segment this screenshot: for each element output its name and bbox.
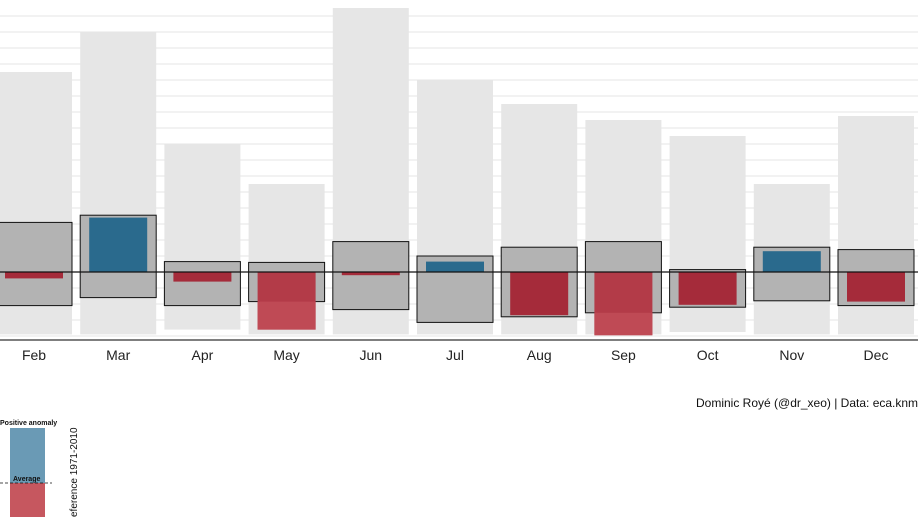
anomaly-bar	[510, 272, 569, 316]
x-tick-label: May	[273, 347, 299, 363]
legend: Positive anomaly Average eference 1971-2…	[0, 420, 80, 517]
anomaly-bar-exceedance	[257, 301, 316, 330]
anomaly-bar	[678, 272, 737, 305]
x-tick-label: Sep	[611, 347, 636, 363]
anomaly-bar	[426, 261, 484, 272]
x-tick-label: Feb	[22, 347, 46, 363]
anomaly-bar	[5, 272, 63, 279]
anomaly-bar	[173, 272, 232, 282]
anomaly-bar	[762, 251, 821, 272]
percentile-box	[163, 261, 241, 307]
x-tick-label: Apr	[192, 347, 214, 363]
legend-average-label: Average	[13, 476, 40, 483]
legend-reference-label: eference 1971-2010	[69, 427, 80, 517]
legend-positive-label: Positive anomaly	[0, 420, 57, 427]
x-tick-label: Dec	[864, 347, 889, 363]
anomaly-bar	[89, 217, 148, 272]
anomaly-bar	[341, 272, 400, 276]
x-tick-label: Aug	[527, 347, 552, 363]
x-tick-label: Mar	[106, 347, 130, 363]
anomaly-bar-exceedance	[594, 312, 653, 336]
chart-caption: Dominic Royé (@dr_xeo) | Data: eca.knmi.	[696, 396, 918, 410]
legend-negative-swatch	[10, 483, 45, 517]
legend-positive-swatch	[10, 428, 45, 483]
percentile-box	[0, 221, 73, 307]
x-tick-label: Nov	[779, 347, 804, 363]
x-tick-label: Oct	[697, 347, 719, 363]
anomaly-bar	[847, 272, 905, 302]
percentile-box	[332, 241, 410, 311]
x-tick-label: Jun	[360, 347, 383, 363]
x-tick-label: Jul	[446, 347, 464, 363]
anomaly-bar-chart: Feb Mar Apr May Jun Jul Aug Sep Oct Nov Dec	[0, 8, 918, 363]
